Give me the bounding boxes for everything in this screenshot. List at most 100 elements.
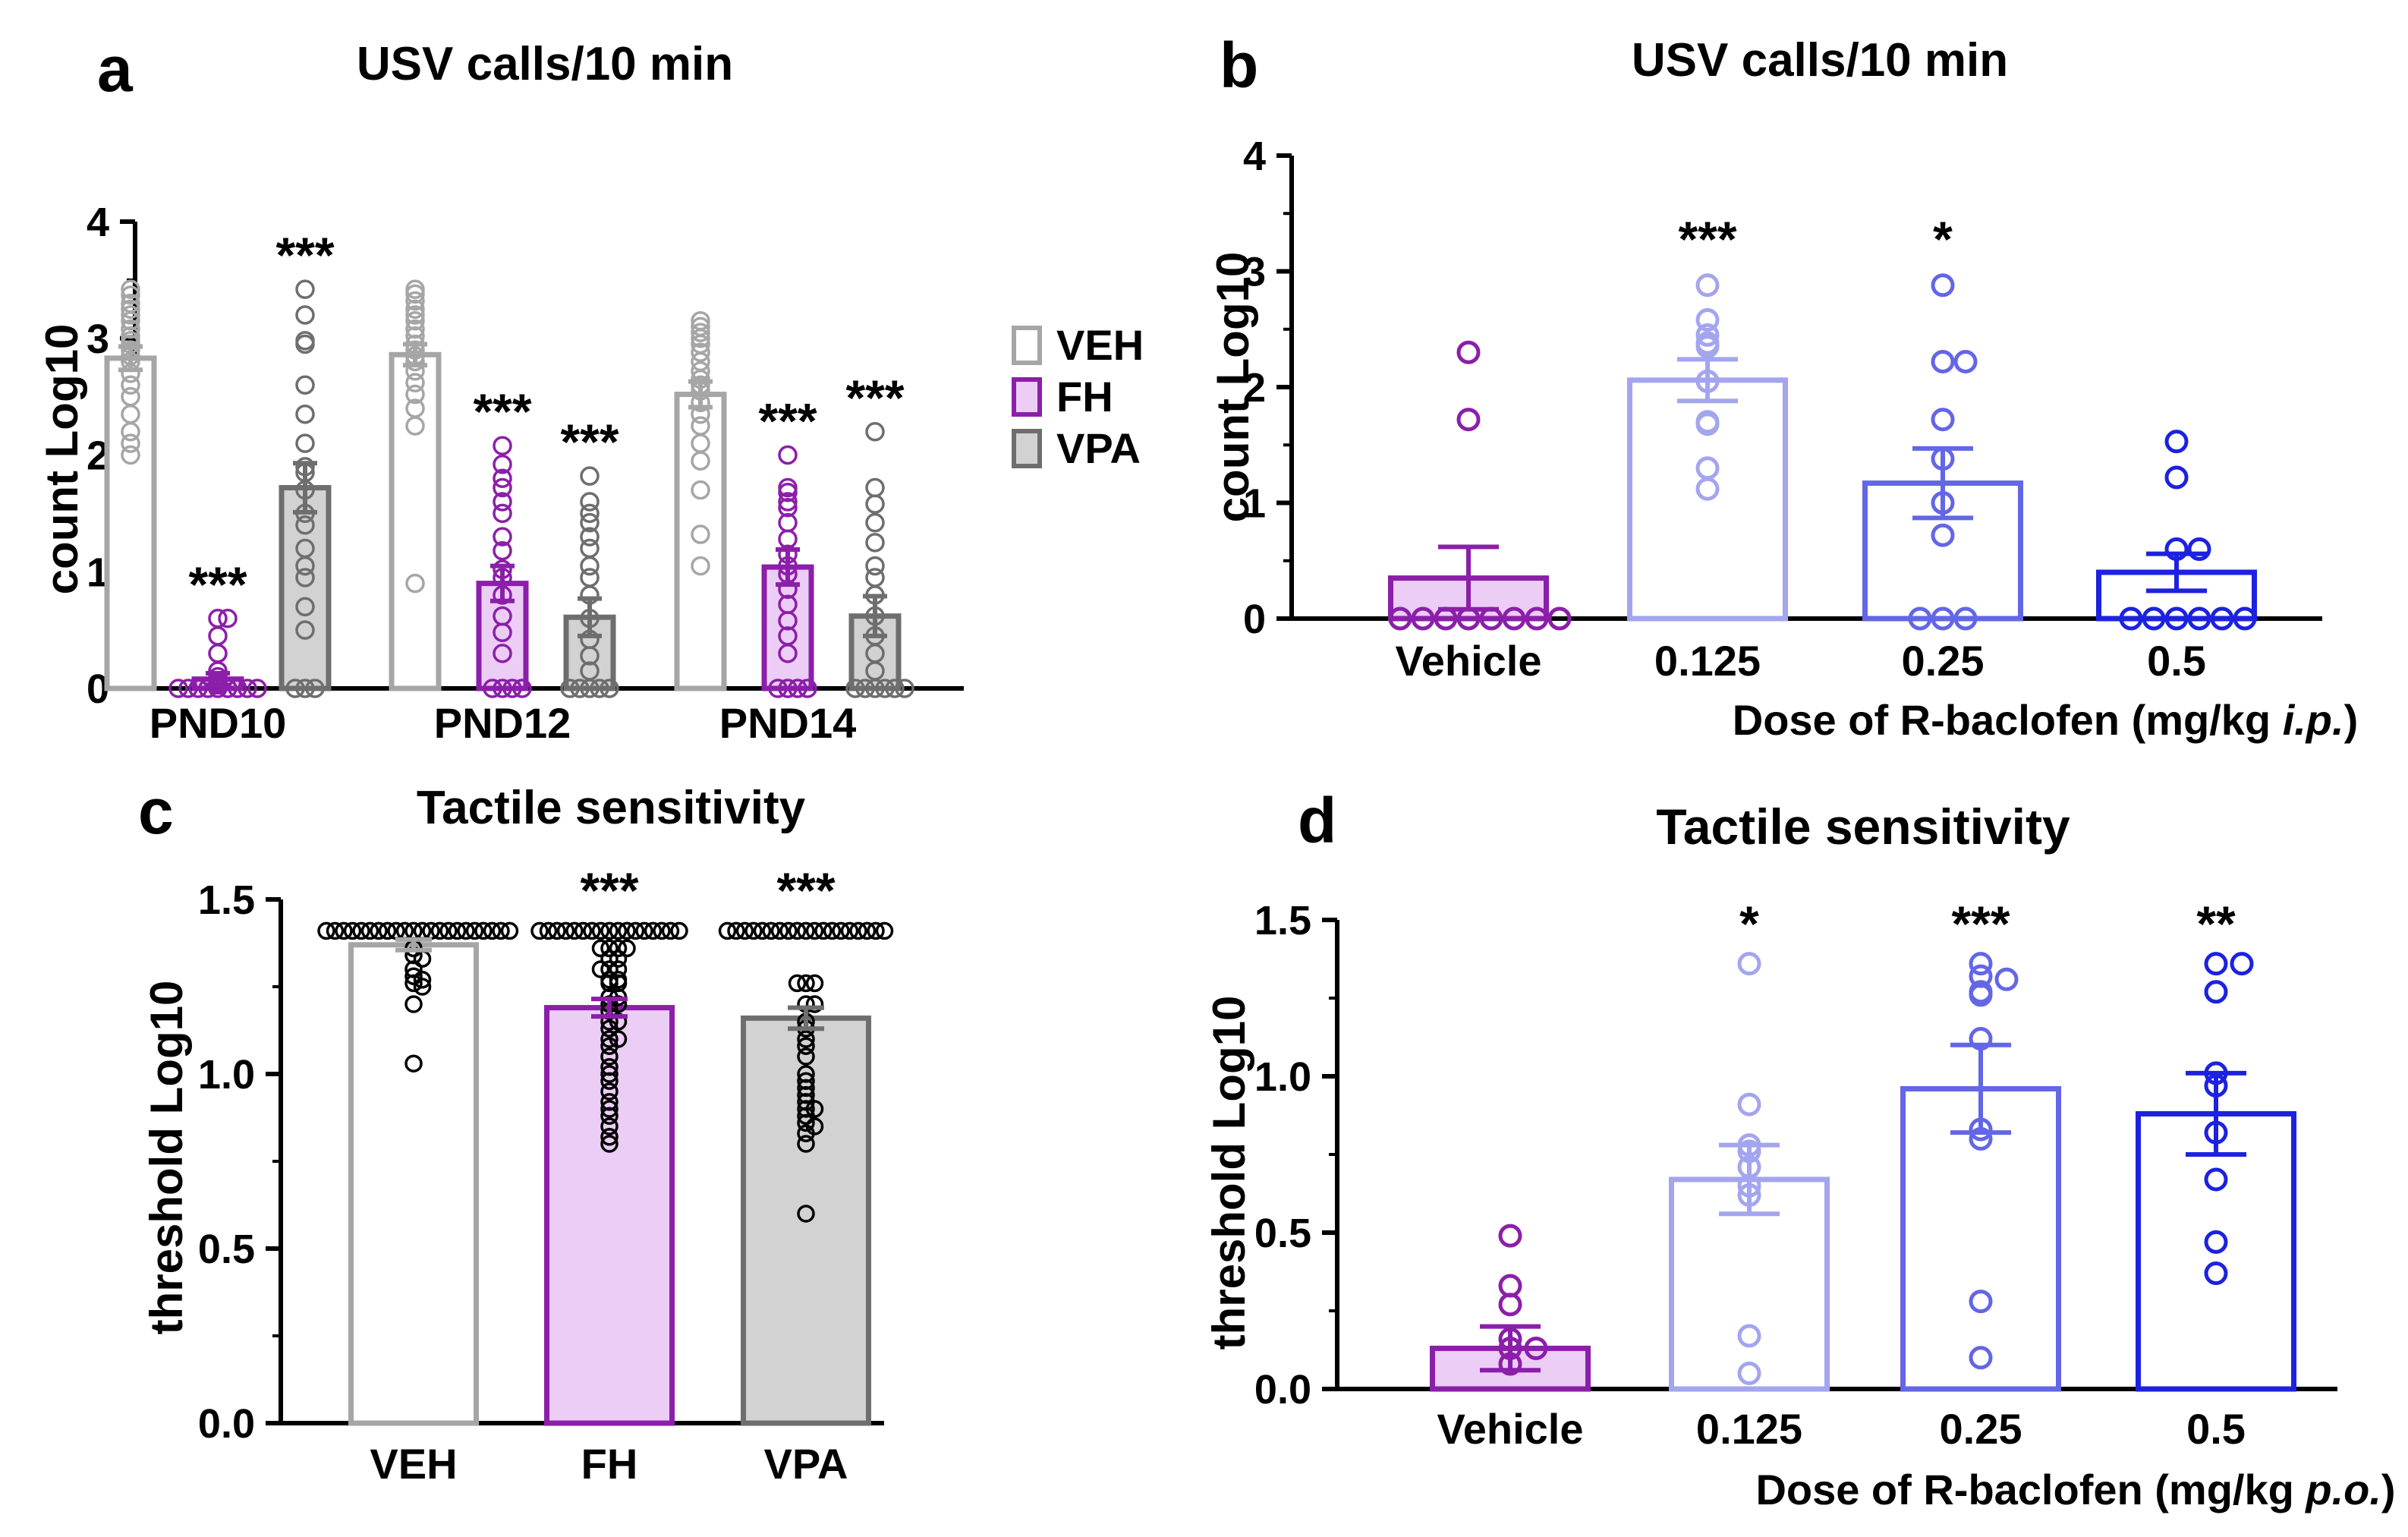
panel-d-bar-0_25-point [1969, 952, 1993, 976]
panel-a-bar-vpa-pnd14-point [885, 679, 905, 698]
panel-a-bar-veh-pnd12-point [405, 384, 425, 405]
panel-c-bar-fh-point [600, 921, 619, 940]
y-tick-label: 3 [87, 317, 109, 362]
panel-c-x-tick-label: VPA [764, 1440, 848, 1488]
y-tick-label: 1.5 [1254, 898, 1311, 943]
panel-b-xlabel: Dose of R-baclofen (mg/kg i.p.) [1733, 696, 2358, 744]
panel-c-bar-fh-point [600, 1135, 619, 1153]
legend-swatch-vpa [1012, 429, 1042, 468]
panel-b-bar-vehicle-point [1411, 606, 1435, 631]
panel-c-bar-veh-point [474, 921, 493, 940]
panel-a-bar-fh-pnd12-point [493, 644, 512, 663]
y-tick-label: 1.0 [198, 1052, 255, 1098]
panel-c-bar-veh-point [413, 978, 432, 996]
panel-c-title: Tactile sensitivity [417, 782, 806, 834]
panel-a-bar-vpa-pnd12-point [580, 568, 600, 587]
panel-b-bar-vehicle-point [1502, 606, 1526, 631]
panel-a-bar-veh-pnd10-point [121, 310, 140, 331]
panel-d-significance: * [1739, 896, 1759, 952]
y-tick-label: 0.5 [198, 1227, 255, 1272]
panel-a-bar-fh-pnd12-point [493, 455, 512, 474]
panel-a-bar-vpa-pnd14-point [865, 477, 885, 498]
y-tick-label: 2 [1243, 365, 1266, 411]
panel-c-bar-vpa-point [797, 1124, 815, 1142]
panel-c-bar-vpa-point [779, 921, 798, 940]
panel-b-bar-0_5-group [2096, 430, 2257, 631]
panel-c-bar-vpa-point [770, 921, 789, 940]
legend-swatch-veh [1012, 326, 1042, 365]
panel-a-bar-vpa-pnd12-group [560, 466, 619, 698]
panel-a-bar-veh-pnd10-point [121, 422, 140, 442]
panel-a-bar-vpa-pnd14-point [865, 422, 885, 442]
panel-d-bar-0_25-point [1969, 1290, 1993, 1314]
panel-c-bar-vpa-point [849, 921, 867, 940]
panel-c-bar-vpa-point [718, 921, 737, 940]
panel-letter-a: a [97, 33, 134, 105]
panel-b-significance: *** [1678, 211, 1736, 267]
legend-label-fh: FH [1056, 373, 1113, 420]
panel-a-bar-veh-pnd14-point [691, 524, 710, 544]
panel-a-significance: *** [845, 370, 904, 426]
panel-a-bar-vpa-pnd14-point [865, 568, 885, 587]
panel-c-bar-veh-point [317, 921, 335, 940]
panel-c-bar-fh-point [574, 921, 593, 940]
panel-a-significance: *** [560, 414, 619, 470]
panel-d-bar-0_25-point [1969, 983, 1993, 1007]
panel-c-bar-veh-point [492, 921, 510, 940]
panel-a-bar-vpa-pnd12-point [580, 527, 600, 546]
panel-b-bar-vehicle-point [1456, 408, 1481, 432]
panel-a-bar-vpa-pnd14-point [855, 679, 875, 698]
panel-b-x-tick-label: 0.125 [1654, 637, 1761, 685]
panel-c-bar-fh-point [600, 1037, 619, 1055]
panel-a-bar-fh-pnd12-point [493, 540, 512, 561]
panel-a-bar-fh-pnd14-point [798, 679, 817, 698]
panel-a-bar-fh-pnd14-point [778, 679, 798, 698]
panel-a-bar-fh-pnd10-point [228, 679, 247, 698]
panel-c-bar-vpa-point [840, 921, 859, 940]
panel-c-bar-fh-point [600, 1128, 619, 1146]
panel-d-bar-vehicle-point [1524, 1336, 1548, 1360]
panel-a-bar-veh-pnd10-point [121, 319, 140, 339]
panel-a-bar-veh-pnd14-point [691, 451, 710, 471]
panel-a-bar-vpa-pnd12-point [580, 679, 600, 698]
panel-a-bar-veh-pnd14-point [691, 342, 710, 362]
panel-d-bar-0_5-group [2136, 952, 2296, 1392]
panel-b-bar-0_125-point [1695, 335, 1720, 359]
panel-a-bar-veh-pnd10-point [121, 445, 140, 465]
panel-a-bar-fh-pnd14-group [761, 445, 817, 698]
panel-d-bar-vehicle-point [1498, 1274, 1522, 1298]
panel-a-x-tick-label: PND10 [150, 699, 287, 747]
panel-a-bar-vpa-pnd10-point [295, 404, 315, 424]
panel-a-bar-vpa-pnd12-point [590, 679, 609, 698]
panel-a-bar-veh-pnd14 [674, 392, 727, 691]
y-tick-label: 1.5 [198, 877, 255, 923]
panel-a-bar-veh-pnd14-group [674, 310, 727, 691]
panel-c-bar-vpa-point [805, 995, 824, 1013]
panel-a-bar-vpa-pnd10-point [295, 556, 315, 576]
panel-a-bar-veh-pnd12-group [389, 279, 442, 691]
panel-d-bar-0_125-group [1669, 952, 1830, 1392]
panel-c-bar-vpa-point [797, 1113, 815, 1132]
panel-a-bar-fh-pnd12-point [493, 468, 512, 488]
panel-c-bar-fh-point [591, 960, 610, 978]
panel-c-bar-fh-point [600, 1072, 619, 1090]
panel-c-significance: *** [580, 862, 638, 918]
panel-b-title: USV calls/10 min [1632, 34, 2008, 87]
panel-d-bar-vehicle-group [1430, 1224, 1591, 1392]
panel-a-significance: *** [473, 383, 531, 439]
y-tick-label: 0.5 [1254, 1211, 1311, 1256]
panel-d-bar-0_125-point [1737, 1092, 1761, 1117]
panel-a-bar-vpa-pnd10-point [285, 679, 305, 698]
panel-c-bar-fh-point [618, 921, 636, 940]
panel-c-bar-veh-point [404, 974, 423, 993]
panel-a-bar-vpa-pnd14-point [865, 494, 885, 514]
panel-c-bar-vpa-point [805, 921, 824, 940]
panel-a-bar-vpa-pnd14-group [845, 422, 914, 698]
panel-b-bar-0_25-point [1931, 606, 1955, 631]
panel-a-bar-veh-pnd10-point [121, 305, 140, 325]
panel-d-bar-0_125-point [1737, 952, 1761, 976]
panel-a-bar-vpa-pnd14-point [845, 679, 865, 698]
panel-a-bar-fh-pnd10-group [168, 609, 267, 698]
panel-d-bar-0_5-point [2204, 1167, 2228, 1192]
